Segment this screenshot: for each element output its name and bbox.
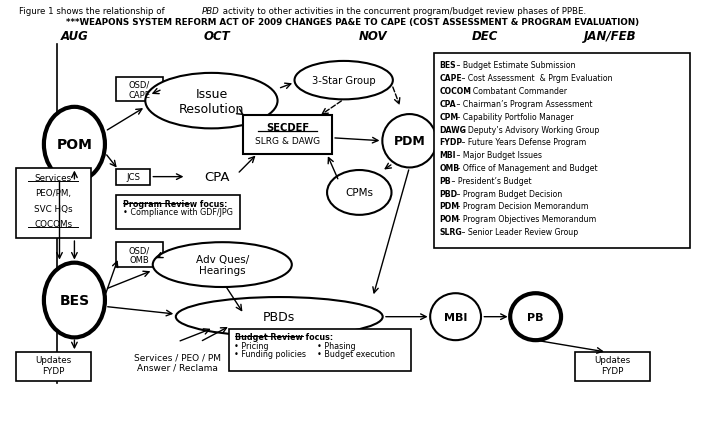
Text: PDM: PDM [439,202,460,211]
Ellipse shape [295,62,393,100]
Text: • Compliance with GDF/JPG: • Compliance with GDF/JPG [123,208,233,217]
Text: SECDEF: SECDEF [266,123,309,133]
Text: – Combatant Commander: – Combatant Commander [464,87,567,96]
Text: BES: BES [439,61,456,70]
Text: CPA: CPA [439,100,456,109]
Ellipse shape [44,263,105,337]
FancyBboxPatch shape [116,243,163,268]
Ellipse shape [327,170,391,215]
Text: • Pricing: • Pricing [234,341,269,350]
Ellipse shape [176,297,383,337]
Text: OSD/
CAPE: OSD/ CAPE [128,80,151,100]
Text: – Cost Assessment  & Prgm Evaluation: – Cost Assessment & Prgm Evaluation [459,74,613,83]
Text: PEO/PM,: PEO/PM, [35,189,71,198]
Text: Budget Review focus:: Budget Review focus: [235,332,333,341]
Text: BES: BES [59,294,90,307]
Text: – Capability Portfolio Manager: – Capability Portfolio Manager [454,112,573,121]
Text: CPMs: CPMs [345,188,373,198]
FancyBboxPatch shape [116,169,150,185]
Ellipse shape [44,107,105,182]
FancyBboxPatch shape [229,329,411,371]
Text: Services: Services [35,173,72,182]
Text: COCOM: COCOM [439,87,472,96]
Text: – Senior Leader Review Group: – Senior Leader Review Group [459,227,578,236]
Text: POM: POM [439,215,460,224]
Text: AUG: AUG [61,30,88,43]
Text: ***WEAPONS SYSTEM REFORM ACT OF 2009 CHANGES PA&E TO CAPE (COST ASSESSMENT & PRO: ***WEAPONS SYSTEM REFORM ACT OF 2009 CHA… [66,18,639,27]
Text: – Office of Management and Budget: – Office of Management and Budget [454,164,598,173]
Ellipse shape [430,294,481,340]
Text: JAN/FEB: JAN/FEB [584,30,637,43]
Text: FYDP: FYDP [439,138,462,147]
Text: • Funding policies: • Funding policies [234,349,306,358]
Text: 3-Star Group: 3-Star Group [312,76,376,86]
Text: Figure 1 shows the relationship of: Figure 1 shows the relationship of [19,7,167,16]
Text: PB: PB [527,312,544,322]
FancyBboxPatch shape [243,116,332,154]
Text: – Future Years Defense Program: – Future Years Defense Program [459,138,586,147]
Text: CAPE: CAPE [439,74,462,83]
Text: PBD: PBD [439,189,458,198]
Ellipse shape [145,74,278,129]
Text: – Deputy’s Advisory Working Group: – Deputy’s Advisory Working Group [459,125,599,134]
Text: Program Review focus:: Program Review focus: [123,199,227,208]
Text: Issue
Resolution: Issue Resolution [179,87,244,115]
Text: MBI: MBI [444,312,467,322]
Text: CPA: CPA [204,171,230,184]
Text: JCS: JCS [126,173,140,182]
Text: Updates
FYDP: Updates FYDP [35,355,71,375]
Text: – Program Budget Decision: – Program Budget Decision [454,189,562,198]
Text: DAWG: DAWG [439,125,466,134]
Text: PBDs: PBDs [263,311,295,323]
Text: Services / PEO / PM
Answer / Reclama: Services / PEO / PM Answer / Reclama [134,352,221,371]
Text: • Budget execution: • Budget execution [317,349,396,358]
Text: – Major Budget Issues: – Major Budget Issues [454,151,542,160]
Text: – Budget Estimate Submission: – Budget Estimate Submission [454,61,575,70]
Text: – Program Decision Memorandum: – Program Decision Memorandum [454,202,589,211]
Text: – Chairman’s Program Assessment: – Chairman’s Program Assessment [454,100,592,109]
Text: CPM: CPM [439,112,458,121]
Text: POM: POM [56,138,92,152]
Text: PBD: PBD [202,7,220,16]
Text: SLRG: SLRG [439,227,462,236]
Text: • Phasing: • Phasing [317,341,356,350]
Text: – Program Objectives Memorandum: – Program Objectives Memorandum [454,215,596,224]
Text: SLRG & DAWG: SLRG & DAWG [255,137,320,146]
Text: Updates
FYDP: Updates FYDP [594,355,630,375]
Ellipse shape [382,115,436,168]
Text: COCOMs: COCOMs [35,219,73,228]
FancyBboxPatch shape [116,78,163,102]
Ellipse shape [510,294,561,340]
Text: NOV: NOV [359,30,387,43]
FancyBboxPatch shape [434,54,690,248]
Text: Adv Ques/
Hearings: Adv Ques/ Hearings [196,254,249,276]
Ellipse shape [153,243,292,287]
Text: OCT: OCT [204,30,230,43]
Text: OSD/
OMB: OSD/ OMB [129,245,150,265]
FancyBboxPatch shape [16,352,91,381]
Text: PDM: PDM [393,135,425,148]
Text: activity to other activities in the concurrent program/budget review phases of P: activity to other activities in the conc… [220,7,587,16]
Text: PB: PB [439,176,451,185]
Text: SVC HQs: SVC HQs [34,204,73,213]
Text: OMB: OMB [439,164,460,173]
Text: DEC: DEC [472,30,498,43]
Text: MBI: MBI [439,151,456,160]
FancyBboxPatch shape [16,168,91,239]
FancyBboxPatch shape [116,195,240,229]
Text: – President’s Budget: – President’s Budget [449,176,532,185]
FancyBboxPatch shape [575,352,649,381]
